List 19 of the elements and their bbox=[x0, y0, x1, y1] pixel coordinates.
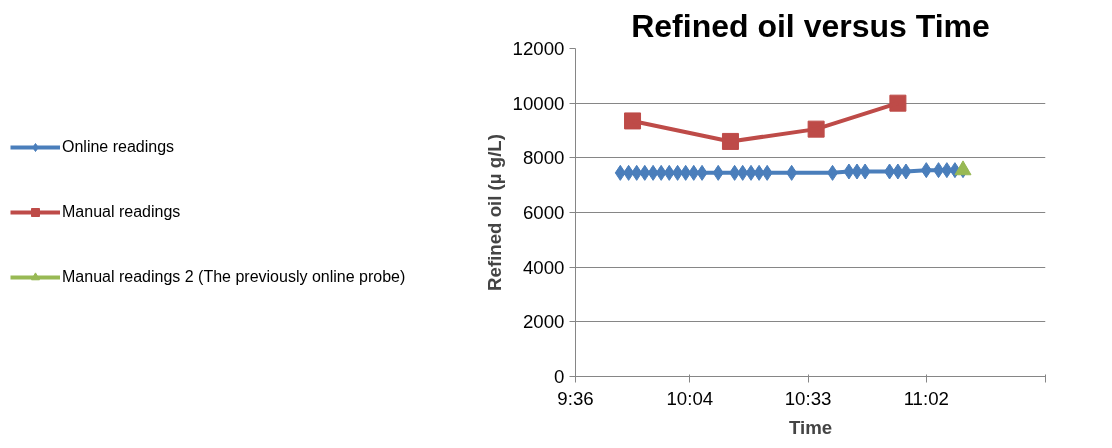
legend-label: Manual readings 2 (The previously online probe) bbox=[62, 268, 406, 286]
legend-label: Manual readings bbox=[62, 203, 181, 221]
x-axis-title: Time bbox=[788, 416, 833, 438]
point bbox=[889, 94, 907, 112]
y-tick-label: 4000 bbox=[523, 256, 565, 278]
x-tick-label: 11:02 bbox=[903, 387, 949, 409]
chart-title: Refined oil versus Time bbox=[631, 7, 990, 44]
y-tick-label: 6000 bbox=[523, 202, 565, 223]
y-tick-label: 2000 bbox=[523, 311, 565, 333]
x-tick-label: 10:33 bbox=[784, 387, 832, 409]
point bbox=[624, 112, 642, 130]
y-axis-title: Refined oil (µ g/L) bbox=[483, 134, 505, 291]
legend-label: Online readings bbox=[62, 138, 175, 156]
x-tick-label: 10:04 bbox=[666, 387, 714, 409]
y-tick-label: 8000 bbox=[523, 147, 565, 169]
y-tick-label: 10000 bbox=[512, 92, 565, 114]
y-tick-label: 0 bbox=[554, 366, 565, 387]
y-tick-label: 12000 bbox=[512, 38, 565, 59]
x-tick-label: 9:36 bbox=[557, 387, 594, 409]
